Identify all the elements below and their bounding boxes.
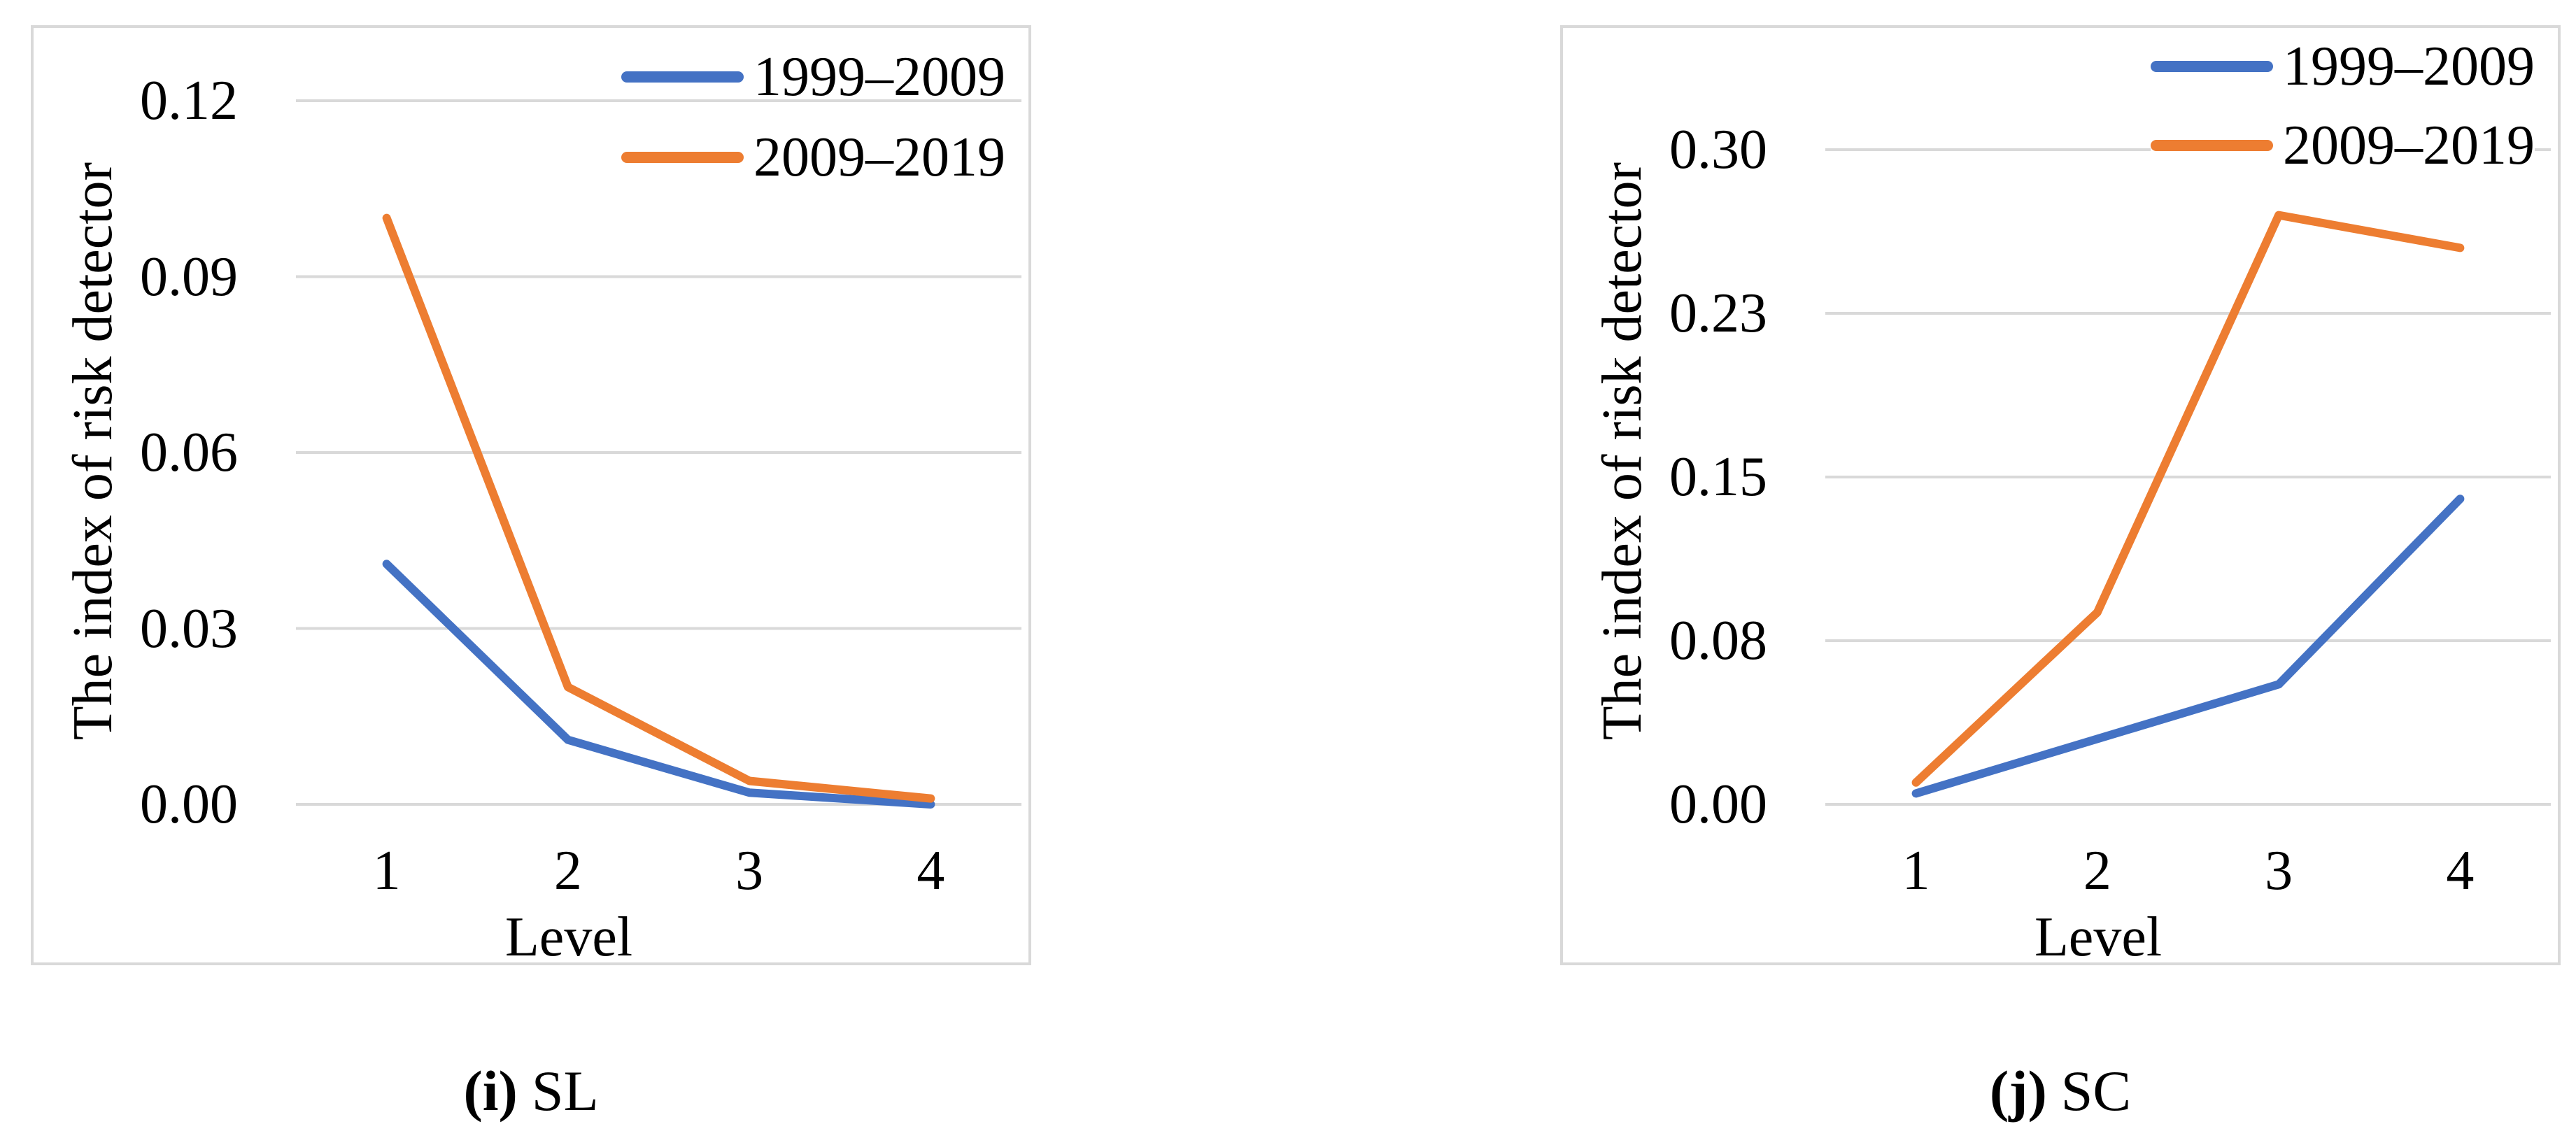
series-line-1999-2009 [382, 560, 935, 809]
caption-sc: (j) SC [1560, 1056, 2561, 1126]
y-tick-label: 0.08 [1669, 610, 1767, 671]
x-tick-label: 2 [553, 840, 582, 902]
caption-letter: (i) [463, 1059, 518, 1123]
series-line-2009-2019 [1911, 211, 2465, 787]
caption-text: SL [531, 1059, 599, 1123]
y-tick-label: 0.00 [1669, 774, 1767, 835]
legend-row: 1999–2009 [2151, 36, 2535, 97]
caption-sl: (i) SL [31, 1056, 1031, 1126]
y-tick-label: 0.12 [140, 70, 238, 131]
y-tick-label: 0.09 [140, 246, 238, 308]
legend-label: 1999–2009 [2283, 36, 2535, 97]
y-tick-label: 0.03 [140, 597, 238, 660]
series-line-1999-2009 [1911, 495, 2465, 798]
y-tick-label: 0.06 [140, 422, 238, 483]
caption-text: SC [2060, 1059, 2132, 1123]
x-tick-label: 4 [917, 840, 945, 902]
y-tick-label: 0.15 [1669, 446, 1767, 508]
legend-line-icon [621, 71, 744, 83]
legend-row: 1999–2009 [621, 46, 1005, 108]
x-tick-label: 4 [2446, 840, 2475, 902]
x-axis-title: Level [504, 906, 633, 968]
x-tick-label: 1 [372, 840, 401, 902]
legend-line-icon [2151, 140, 2273, 151]
legend-row: 2009–2019 [2151, 115, 2535, 176]
legend-label: 2009–2019 [2283, 115, 2535, 176]
caption-letter: (j) [1989, 1059, 2047, 1123]
y-tick-label: 0.00 [140, 774, 238, 835]
legend-row: 2009–2019 [621, 127, 1005, 188]
chart-panel-sc: The index of risk detector Level 1999–20… [1560, 25, 2561, 968]
x-tick-label: 3 [2265, 840, 2293, 902]
x-tick-label: 3 [735, 840, 764, 902]
x-axis-title: Level [2034, 906, 2163, 968]
plot-area [296, 99, 1021, 809]
x-tick-label: 1 [1902, 840, 1930, 902]
x-tick-label: 2 [2083, 840, 2111, 902]
chart-panel-sl: The index of risk detector Level 1999–20… [31, 25, 1031, 968]
legend-label: 1999–2009 [753, 46, 1005, 108]
y-tick-label: 0.23 [1669, 283, 1767, 344]
legend-line-icon [621, 152, 744, 163]
series-line-2009-2019 [382, 213, 935, 803]
legend-label: 2009–2019 [753, 127, 1005, 188]
y-tick-label: 0.30 [1669, 119, 1767, 180]
legend-line-icon [2151, 61, 2273, 72]
